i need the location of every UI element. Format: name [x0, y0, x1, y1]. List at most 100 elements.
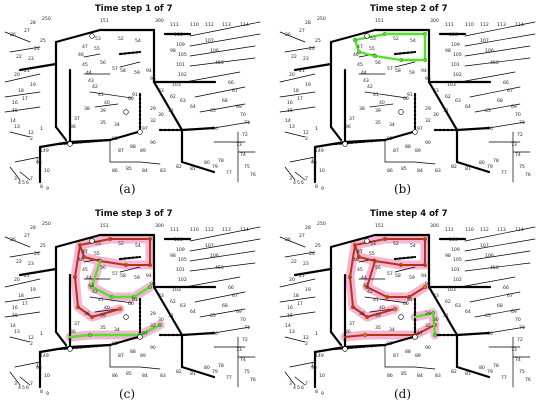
- node-label: 68: [222, 98, 228, 104]
- tie-line: [393, 255, 417, 261]
- node-label: 98: [170, 48, 176, 54]
- node-label: 113: [222, 22, 231, 28]
- node-label: 32: [150, 118, 156, 124]
- node-label: 109: [451, 247, 460, 253]
- node-label: 250: [317, 221, 326, 227]
- restored-path-line: [83, 256, 101, 262]
- node-label: 45: [357, 62, 363, 68]
- node-label: 75: [244, 164, 250, 170]
- main-feeder-line: [152, 285, 184, 337]
- switch-symbol: [123, 314, 129, 320]
- panel-caption: (b): [394, 182, 412, 196]
- node-label: 5: [22, 180, 25, 186]
- switch-symbol: [342, 141, 348, 147]
- lateral-feeder-line: [414, 366, 436, 370]
- node-label: 55: [94, 251, 100, 257]
- lateral-feeder-line: [94, 103, 119, 108]
- node-label: 111: [170, 227, 179, 233]
- node-label: 98: [445, 48, 451, 54]
- node-label: 34: [114, 327, 120, 333]
- node-label: 102: [453, 72, 462, 78]
- lateral-feeder-line: [9, 166, 21, 181]
- node-label: 57: [387, 66, 393, 72]
- lateral-feeder-line: [189, 33, 261, 47]
- lateral-feeder-line: [488, 121, 526, 129]
- node-label: 60: [128, 301, 134, 307]
- energizing-node-marker: [353, 38, 357, 42]
- node-label: 7: [30, 381, 33, 387]
- node-label: 63: [180, 303, 186, 309]
- node-label: 112: [480, 22, 489, 28]
- node-label: 40: [379, 305, 385, 311]
- node-label: 81: [190, 371, 196, 377]
- main-feeder-line: [54, 28, 102, 44]
- energizing-path-line: [373, 54, 403, 62]
- node-label: 12: [303, 130, 309, 136]
- node-label: 86: [387, 373, 393, 379]
- restored-path-line: [74, 244, 81, 278]
- lateral-feeder-line: [279, 236, 306, 248]
- node-label: 4: [18, 385, 21, 391]
- node-label: 71: [519, 120, 525, 126]
- node-label: 39: [375, 313, 381, 319]
- node-label: 21: [299, 68, 305, 74]
- lateral-feeder-line: [464, 45, 531, 57]
- node-label: 75: [519, 369, 525, 375]
- node-label: 20: [289, 277, 295, 283]
- node-label: 107: [205, 243, 214, 249]
- main-feeder-line: [329, 125, 343, 142]
- node-label: 47: [82, 44, 88, 50]
- node-label: 26: [285, 237, 291, 243]
- node-label: 41: [373, 92, 379, 98]
- node-label: 37: [349, 321, 355, 327]
- lateral-feeder-line: [199, 103, 246, 113]
- node-label: 107: [205, 38, 214, 44]
- node-label: 44: [86, 70, 92, 76]
- node-label: 87: [118, 148, 124, 154]
- node-label: 149: [315, 353, 324, 359]
- node-label: 3: [14, 381, 17, 387]
- node-label: 66: [503, 285, 509, 291]
- lateral-feeder-line: [4, 296, 41, 303]
- node-label: 3: [289, 381, 292, 387]
- node-label: 62: [445, 94, 451, 100]
- node-label: 102: [178, 72, 187, 78]
- node-label: 114: [240, 22, 249, 28]
- node-label: 13: [289, 329, 295, 335]
- node-label: 75: [244, 369, 250, 375]
- node-label: 77: [501, 170, 507, 176]
- lateral-feeder-line: [469, 86, 521, 98]
- tie-line: [118, 50, 142, 56]
- lateral-feeder-line: [4, 73, 41, 83]
- node-label: 63: [180, 98, 186, 104]
- node-label: 96: [212, 331, 218, 337]
- node-label: 83: [160, 373, 166, 379]
- energizing-path-line: [138, 323, 162, 337]
- lateral-feeder-line: [284, 131, 306, 138]
- node-label: 5: [297, 385, 300, 391]
- node-label: 1: [315, 126, 318, 132]
- node-label: 300: [430, 18, 439, 24]
- restored-node-marker: [422, 284, 428, 290]
- node-label: 42: [367, 289, 373, 295]
- node-label: 15: [12, 108, 18, 114]
- node-label: 7: [305, 176, 308, 182]
- node-label: 28: [305, 20, 311, 26]
- lateral-feeder-line: [14, 156, 41, 163]
- node-label: 73: [511, 142, 517, 148]
- node-label: 22: [16, 259, 22, 265]
- node-label: 36: [345, 329, 351, 335]
- node-label: 28: [30, 20, 36, 26]
- node-label: 97: [142, 126, 148, 132]
- main-feeder-line: [54, 125, 68, 142]
- node-label: 59: [134, 70, 140, 76]
- node-label: 8: [315, 184, 318, 190]
- node-label: 85: [126, 371, 132, 377]
- node-label: 151: [100, 18, 109, 24]
- lateral-feeder-line: [189, 250, 256, 262]
- node-label: 46: [353, 52, 359, 58]
- node-label: 69: [511, 309, 517, 315]
- restored-path-line: [79, 238, 111, 246]
- node-label: 101: [451, 62, 460, 68]
